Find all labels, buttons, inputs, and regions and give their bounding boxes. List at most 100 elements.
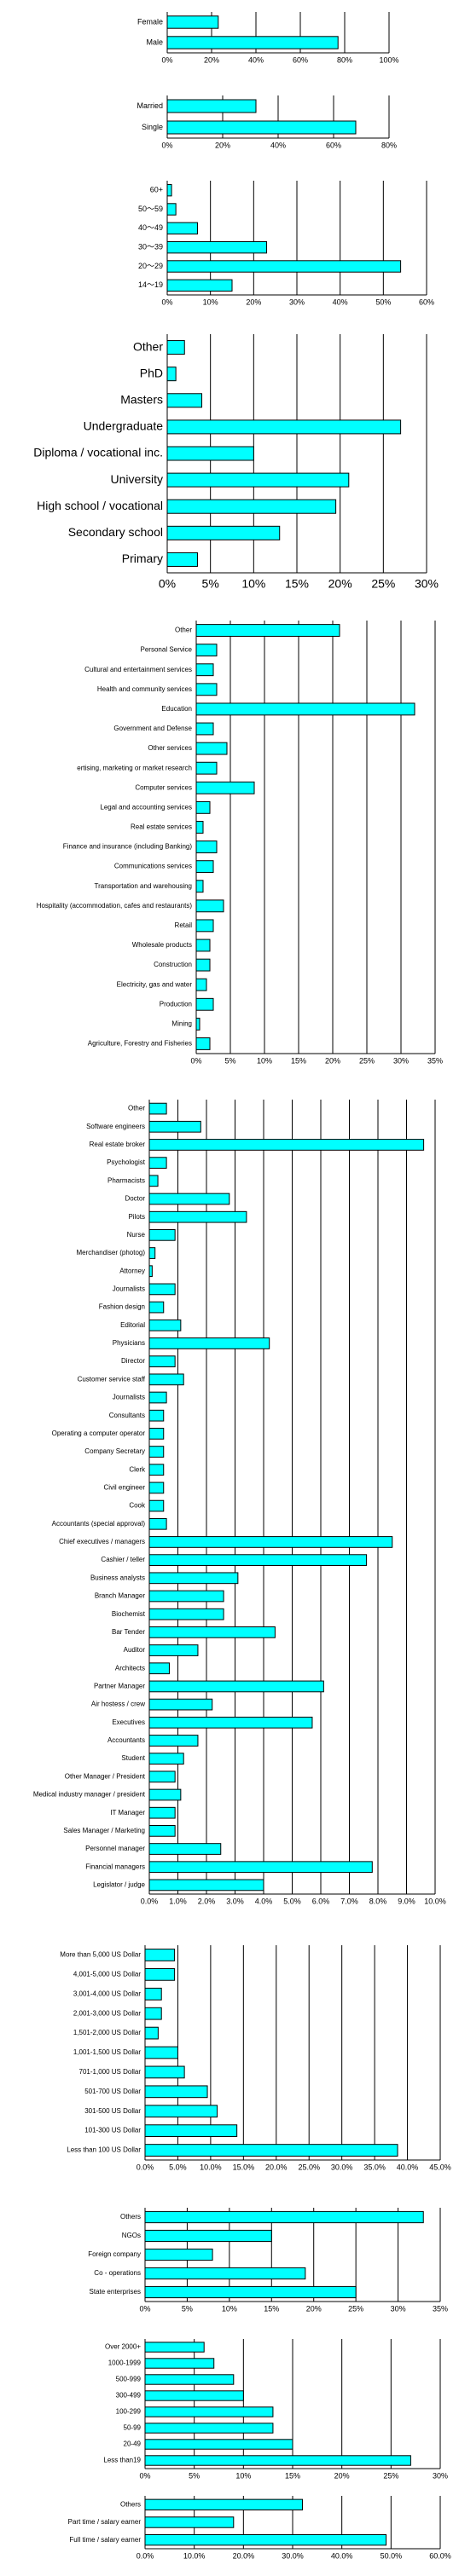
- y-tick-label: Company Secretary: [84, 1447, 145, 1455]
- y-tick-label: Finance and insurance (including Banking…: [63, 843, 193, 851]
- bar: [148, 1373, 184, 1386]
- bar: [144, 2026, 159, 2040]
- y-tick-label: 4,001-5,000 US Dollar: [73, 1970, 141, 1978]
- bar: [148, 1680, 324, 1693]
- x-tick-label: 7.0%: [340, 1897, 358, 1905]
- y-tick-label: Part time / salary earner: [68, 2518, 142, 2526]
- bar: [195, 702, 415, 716]
- bar: [144, 1967, 176, 1981]
- bar: [148, 1193, 230, 1205]
- y-tick-label: Others: [120, 2213, 141, 2221]
- y-tick-label: 1000-1999: [108, 2359, 142, 2367]
- y-tick-label: Education: [161, 705, 192, 713]
- x-tick-label: 15.0%: [233, 2163, 255, 2171]
- bar: [166, 367, 177, 382]
- x-tick-label: 30%: [433, 2471, 448, 2480]
- x-tick-label: 9.0%: [398, 1897, 415, 1905]
- y-tick-label: 2,001-3,000 US Dollar: [73, 2009, 141, 2017]
- bar: [195, 761, 218, 775]
- bar: [195, 644, 218, 657]
- bar: [144, 2285, 357, 2299]
- y-tick-label: 50～59: [138, 205, 163, 213]
- bar: [195, 958, 211, 972]
- y-tick-label: Fashion design: [99, 1303, 145, 1311]
- bar: [148, 1139, 425, 1151]
- y-tick-label: NGOs: [122, 2232, 141, 2239]
- bar: [148, 1120, 201, 1133]
- bar: [166, 240, 268, 254]
- bar: [148, 1247, 156, 1259]
- bar: [144, 2358, 215, 2369]
- x-tick-label: 60%: [293, 55, 308, 64]
- y-tick-label: Male: [146, 38, 163, 46]
- y-tick-label: Production: [160, 1000, 192, 1008]
- x-tick-label: 0%: [161, 55, 172, 64]
- bar: [148, 1879, 264, 1892]
- bar: [166, 525, 281, 540]
- bar: [166, 203, 177, 216]
- y-tick-label: Cook: [129, 1502, 146, 1510]
- bar: [148, 1753, 184, 1765]
- bar: [166, 499, 337, 514]
- x-tick-label: 10.0%: [200, 2163, 222, 2171]
- y-tick-label: Cashier / teller: [101, 1556, 145, 1563]
- bar: [195, 821, 204, 834]
- y-tick-label: Female: [137, 17, 163, 26]
- bar: [144, 1949, 176, 1961]
- bar: [148, 1229, 176, 1241]
- x-tick-label: 0.0%: [137, 2163, 154, 2171]
- bar: [148, 1409, 165, 1422]
- x-tick-label: 15%: [264, 2304, 279, 2313]
- bar: [148, 1301, 165, 1314]
- y-tick-label: Business analysts: [90, 1574, 145, 1581]
- y-tick-label: Medical industry manager / president: [33, 1791, 146, 1799]
- x-tick-label: 50.0%: [381, 2551, 403, 2560]
- y-tick-label: Accountants (special approval): [52, 1520, 146, 1528]
- x-tick-label: 5.0%: [283, 1897, 301, 1905]
- x-tick-label: 20.0%: [233, 2551, 255, 2560]
- bar: [144, 2390, 244, 2401]
- x-tick-label: 5%: [182, 2304, 193, 2313]
- bar: [148, 1735, 199, 1747]
- x-tick-label: 0%: [139, 2471, 150, 2480]
- y-tick-label: Partner Manager: [94, 1683, 145, 1690]
- bar: [144, 2144, 398, 2157]
- y-tick-label: Over 2000+: [105, 2343, 141, 2351]
- y-tick-label: 14～19: [138, 280, 163, 289]
- x-tick-label: 5%: [202, 577, 219, 591]
- x-tick-label: 35.0%: [363, 2163, 386, 2171]
- y-tick-label: Electricity, gas and water: [117, 980, 193, 988]
- y-tick-label: Diploma / vocational inc.: [33, 446, 163, 459]
- bar: [166, 552, 198, 567]
- x-tick-label: 20.0%: [265, 2163, 288, 2171]
- y-tick-label: Less than19: [103, 2457, 141, 2464]
- bar: [144, 2124, 238, 2138]
- bar: [195, 880, 204, 893]
- bar: [148, 1590, 224, 1603]
- y-tick-label: Undergraduate: [84, 419, 164, 433]
- x-tick-label: 10.0%: [424, 1897, 446, 1905]
- bar: [144, 2210, 424, 2224]
- bar: [166, 36, 339, 49]
- bar: [195, 978, 207, 991]
- bar: [148, 1337, 270, 1349]
- x-tick-label: 10.0%: [183, 2551, 206, 2560]
- y-tick-label: Married: [137, 101, 163, 110]
- bar: [195, 1037, 211, 1050]
- bar: [144, 2105, 218, 2118]
- y-tick-label: ertising, marketing or market research: [77, 764, 192, 771]
- y-tick-label: Foreign company: [88, 2250, 141, 2258]
- bar: [148, 1788, 182, 1801]
- bar: [148, 1662, 170, 1675]
- bar: [144, 2439, 293, 2450]
- x-tick-label: 60%: [419, 297, 434, 306]
- y-tick-label: Architects: [115, 1664, 145, 1672]
- bar: [144, 2406, 274, 2417]
- y-tick-label: Other Manager / President: [65, 1772, 146, 1780]
- bar: [144, 2085, 208, 2099]
- bar: [148, 1843, 222, 1855]
- x-tick-label: 15%: [285, 2471, 300, 2480]
- x-tick-label: 0.0%: [141, 1897, 159, 1905]
- bar: [166, 279, 233, 292]
- y-tick-label: 1,501-2,000 US Dollar: [73, 2029, 141, 2036]
